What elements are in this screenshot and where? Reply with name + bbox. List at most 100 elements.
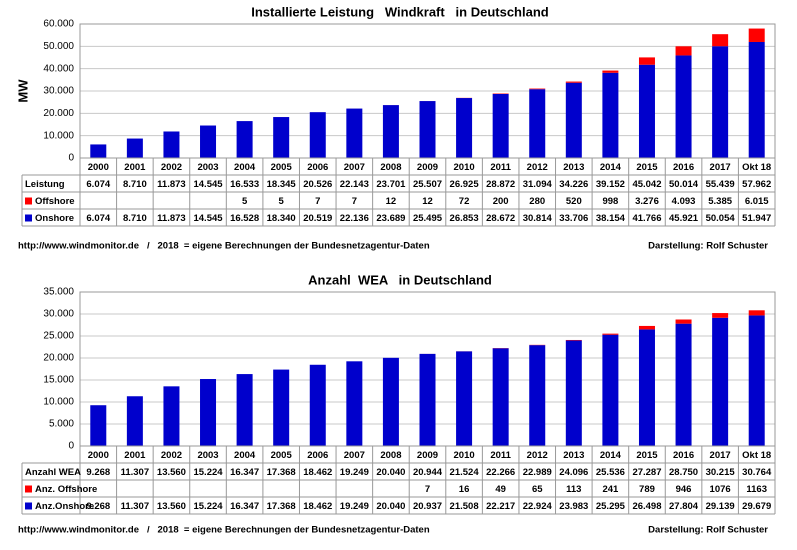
table-total: 26.925	[450, 179, 480, 190]
bar-segment	[748, 315, 765, 446]
chart-title: Installierte Leistung Windkraft in Deuts…	[251, 4, 549, 19]
table-total: 30.215	[706, 467, 736, 478]
table-total: 25.536	[596, 467, 625, 478]
credit: Darstellung: Rolf Schuster	[648, 525, 768, 536]
y-tick-label: 50.000	[43, 41, 74, 52]
table-value: 6.074	[86, 213, 110, 224]
table-value: 72	[459, 196, 470, 207]
bar-segment	[602, 70, 619, 73]
bar-segment	[309, 112, 326, 158]
y-tick-label: 30.000	[43, 309, 74, 320]
bar-segment	[602, 334, 619, 446]
bar-segment	[529, 89, 546, 158]
bar-segment	[126, 138, 143, 158]
bar-segment	[163, 131, 180, 158]
table-value: 8.710	[123, 213, 147, 224]
table-total: 18.345	[267, 179, 297, 190]
bar-segment	[748, 41, 765, 159]
table-value: 25.495	[413, 213, 443, 224]
bar-segment	[675, 323, 692, 446]
table-value: 28.672	[486, 213, 515, 224]
source: http://www.windmonitor.de / 2018 = eigen…	[18, 241, 430, 252]
table-value: 11.873	[157, 213, 186, 224]
bar-segment	[126, 396, 143, 446]
table-value: 6.015	[745, 196, 769, 207]
bar-segment	[309, 364, 326, 446]
y-tick-label: 40.000	[43, 63, 74, 74]
credit: Darstellung: Rolf Schuster	[648, 241, 768, 252]
table-value: 50.054	[706, 213, 736, 224]
table-total: 8.710	[123, 179, 147, 190]
bar-segment	[200, 379, 217, 446]
bar-segment	[565, 82, 582, 158]
x-tick-label: 2013	[563, 162, 584, 173]
bar-segment	[602, 72, 619, 158]
bar-segment	[456, 351, 473, 446]
y-tick-label: 0	[68, 441, 74, 452]
table-value: 20.519	[303, 213, 332, 224]
table-value: 22.924	[523, 501, 553, 512]
table-value: 280	[529, 196, 545, 207]
table-total: 28.750	[669, 467, 698, 478]
chart-title: Anzahl WEA in Deutschland	[308, 272, 492, 287]
table-value: 7	[315, 196, 320, 207]
bar-segment	[638, 325, 655, 330]
x-tick-label: 2007	[344, 450, 365, 461]
legend-label: Onshore	[35, 213, 74, 224]
bar-segment	[382, 105, 399, 158]
table-total: 57.962	[742, 179, 771, 190]
y-tick-label: 10.000	[43, 130, 74, 141]
table-total: 30.764	[742, 467, 772, 478]
x-tick-label: 2014	[600, 450, 622, 461]
table-value: 11.307	[121, 501, 150, 512]
table-value: 789	[639, 484, 655, 495]
x-tick-label: 2004	[234, 162, 256, 173]
x-tick-label: 2001	[124, 450, 146, 461]
table-value: 38.154	[596, 213, 626, 224]
bar-segment	[712, 46, 729, 158]
table-value: 65	[532, 484, 543, 495]
table-total: 23.701	[376, 179, 406, 190]
bar-segment	[712, 313, 729, 318]
x-tick-label: Okt 18	[742, 162, 771, 173]
x-tick-label: 2005	[271, 450, 293, 461]
table-value: 41.766	[632, 213, 661, 224]
table-value: 200	[493, 196, 509, 207]
bar-segment	[273, 117, 290, 158]
table-value: 51.947	[742, 213, 771, 224]
x-tick-label: 2008	[380, 162, 401, 173]
bar-segment	[492, 348, 509, 446]
table-total: 34.226	[559, 179, 588, 190]
bar-segment	[456, 98, 473, 158]
bar-segment	[565, 81, 582, 83]
table-total: 27.287	[632, 467, 661, 478]
table-value: 22.217	[486, 501, 515, 512]
table-total: 16.533	[230, 179, 259, 190]
table-total: 6.074	[86, 179, 110, 190]
bar-segment	[419, 101, 436, 158]
table-total: 20.040	[376, 467, 405, 478]
table-total: 9.268	[86, 467, 110, 478]
bar-segment	[346, 108, 363, 158]
y-tick-label: 0	[68, 153, 74, 164]
table-value: 15.224	[193, 501, 223, 512]
bar-segment	[638, 57, 655, 65]
legend-label: Anz. Offshore	[35, 484, 97, 495]
table-total: 11.873	[157, 179, 186, 190]
bar-segment	[748, 28, 765, 42]
table-value: 27.804	[669, 501, 699, 512]
table-value: 18.462	[303, 501, 332, 512]
bar-segment	[529, 345, 546, 446]
x-tick-label: 2013	[563, 450, 584, 461]
y-tick-label: 5.000	[49, 419, 74, 430]
table-total: 17.368	[267, 467, 296, 478]
x-tick-label: 2002	[161, 450, 182, 461]
table-value: 998	[602, 196, 618, 207]
table-value: 26.498	[632, 501, 661, 512]
table-total: 11.307	[121, 467, 150, 478]
table-value: 3.276	[635, 196, 659, 207]
bar-segment	[675, 319, 692, 324]
x-tick-label: 2006	[307, 162, 328, 173]
x-tick-label: 2012	[527, 450, 548, 461]
